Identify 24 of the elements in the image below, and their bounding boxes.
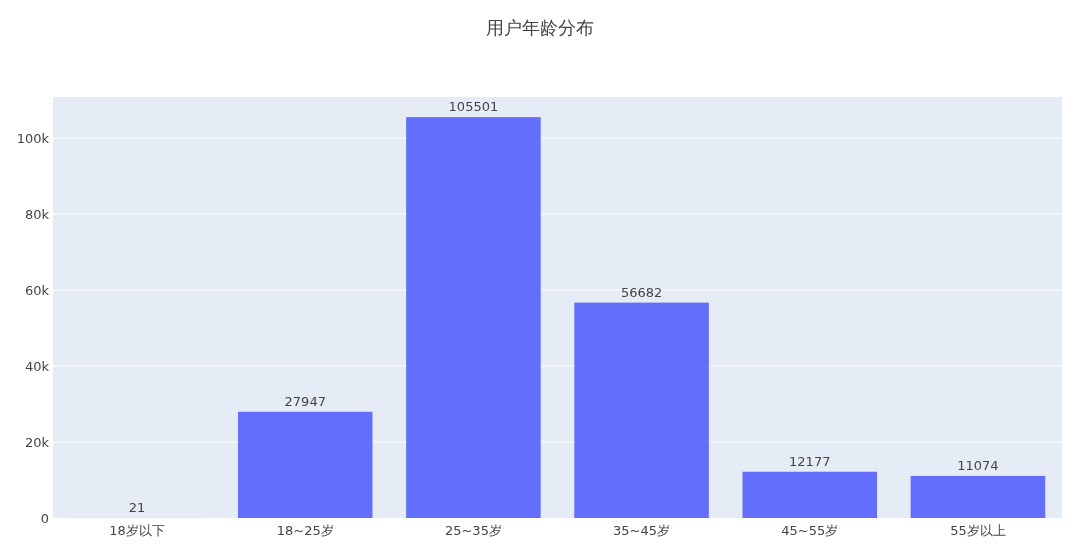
- x-tick-label: 18岁以下: [109, 523, 165, 538]
- y-tick-label: 40k: [24, 359, 50, 375]
- data-label: 21: [128, 499, 146, 515]
- bar: [237, 411, 373, 518]
- bar: [742, 471, 878, 518]
- y-tick-label: 0: [40, 511, 49, 526]
- chart-title: 用户年龄分布: [486, 17, 594, 38]
- y-tick-label: 60k: [24, 283, 50, 299]
- y-tick-label: 20k: [24, 435, 50, 451]
- data-label: 11074: [957, 457, 999, 473]
- x-tick-label: 18~25岁: [276, 523, 334, 538]
- x-tick-label: 55岁以上: [950, 523, 1006, 538]
- bar: [910, 475, 1046, 518]
- x-tick-label: 45~55岁: [781, 523, 839, 538]
- x-tick-label: 25~35岁: [444, 523, 502, 538]
- data-label: 56682: [620, 284, 663, 300]
- data-label: 12177: [789, 453, 831, 469]
- y-tick-label: 80k: [24, 207, 50, 223]
- bar: [574, 302, 709, 518]
- x-tick-label: 35~45岁: [613, 523, 671, 538]
- data-label: 105501: [448, 99, 499, 115]
- data-label: 27947: [284, 393, 326, 409]
- bar: [406, 117, 541, 518]
- y-tick-label: 100k: [16, 131, 50, 147]
